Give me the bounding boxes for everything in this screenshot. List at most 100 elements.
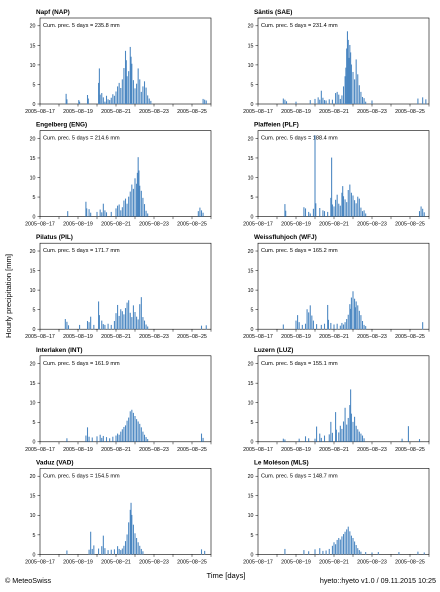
- precip-bar: [98, 548, 100, 555]
- precip-bar: [117, 86, 119, 104]
- precip-bar: [142, 551, 144, 555]
- precip-bar: [139, 545, 141, 555]
- precip-bar: [131, 184, 133, 217]
- precip-bar: [365, 326, 367, 330]
- precip-bar: [360, 91, 362, 104]
- x-tick-label: 2005−08−21: [101, 447, 131, 453]
- precip-bar: [118, 315, 120, 330]
- y-tick-label: 20: [30, 474, 36, 480]
- precip-bar: [360, 551, 362, 555]
- precip-bar: [140, 548, 142, 555]
- precip-bar: [327, 211, 329, 217]
- precip-bar: [349, 405, 351, 442]
- precip-bar: [336, 91, 338, 104]
- precip-bar: [338, 94, 340, 104]
- precip-bar: [120, 431, 122, 442]
- precip-bar: [336, 539, 338, 555]
- precip-bar: [346, 424, 348, 442]
- y-tick-label: 5: [251, 195, 254, 201]
- precip-bar: [328, 99, 330, 104]
- precip-bar: [330, 421, 332, 442]
- precip-bar: [145, 324, 147, 330]
- panel-9: Le Moléson (MLS) Cum. prec. 5 days = 148.…: [243, 459, 430, 565]
- y-tick-label: 20: [248, 474, 254, 480]
- precip-bar: [339, 205, 341, 217]
- precip-bar: [120, 309, 122, 330]
- precip-bar: [129, 46, 131, 104]
- precip-bar: [336, 194, 338, 217]
- precip-bar: [134, 533, 136, 555]
- precip-bar: [316, 324, 318, 330]
- precip-bar: [137, 157, 139, 217]
- precip-bar: [200, 325, 203, 330]
- precip-bar: [113, 320, 115, 330]
- precip-bar: [88, 322, 90, 330]
- precip-bar: [327, 304, 329, 330]
- precip-bar: [301, 324, 303, 330]
- precip-bar: [107, 550, 109, 555]
- precip-bar: [121, 79, 123, 104]
- footer-version: hyeto::hyeto v1.0 / 09.11.2015 10:25: [320, 576, 436, 585]
- precip-bar: [295, 101, 297, 104]
- precip-bar: [346, 48, 348, 104]
- y-tick-label: 0: [251, 215, 254, 221]
- precip-bar: [120, 87, 122, 104]
- precip-bar: [113, 95, 115, 104]
- x-tick-label: 2005−08−23: [139, 222, 169, 228]
- precip-bar: [358, 431, 360, 442]
- precip-bar: [125, 60, 127, 104]
- precip-bar: [139, 423, 141, 442]
- y-tick-label: 15: [30, 156, 36, 162]
- x-tick-label: 2005−08−21: [319, 447, 349, 453]
- precip-bar: [347, 526, 349, 555]
- precip-bar: [101, 320, 103, 330]
- precip-bar: [109, 100, 111, 104]
- precip-bar: [338, 537, 340, 555]
- precip-bar: [347, 314, 349, 330]
- precip-bar: [128, 522, 130, 555]
- precip-bar: [124, 308, 127, 330]
- cumulative-annotation: Cum. prec. 5 days = 154.5 mm: [43, 473, 120, 479]
- precip-bar: [136, 183, 138, 217]
- precip-bar: [312, 320, 314, 330]
- cumulative-annotation: Cum. prec. 5 days = 231.4 mm: [261, 23, 338, 29]
- precip-bar: [331, 99, 333, 104]
- precip-bar: [132, 305, 134, 330]
- precip-bar: [357, 429, 359, 442]
- precip-bar: [130, 56, 132, 104]
- precip-bar: [98, 68, 100, 104]
- x-tick-label: 2005−08−17: [243, 447, 273, 453]
- panel-0: Napf (NAP) Cum. prec. 5 days = 235.8 mm 0 5…: [25, 9, 212, 115]
- precip-bar: [341, 322, 343, 330]
- y-tick-label: 20: [30, 24, 36, 30]
- precip-bar: [348, 57, 350, 104]
- precip-bar: [339, 539, 341, 555]
- precip-bar: [139, 185, 141, 217]
- precip-bar: [131, 63, 133, 104]
- panel-title: Weissfluhjoch (WFJ): [254, 234, 317, 241]
- precip-bar: [423, 212, 425, 217]
- y-tick-label: 0: [251, 440, 254, 446]
- precip-bar: [197, 211, 199, 217]
- precip-bar: [314, 438, 316, 442]
- precip-bar: [344, 76, 346, 104]
- precip-bar: [129, 509, 131, 555]
- precip-bar: [200, 433, 203, 442]
- precip-bar: [323, 211, 326, 217]
- precip-bar: [304, 208, 307, 217]
- precip-bar: [136, 537, 138, 555]
- precip-bar: [67, 211, 69, 217]
- precip-bar: [360, 207, 362, 217]
- cumulative-annotation: Cum. prec. 5 days = 171.7 mm: [43, 248, 120, 254]
- precip-bar: [350, 52, 352, 104]
- panel-title: Luzern (LUZ): [254, 347, 293, 354]
- precip-bar: [350, 308, 352, 330]
- precip-bar: [350, 192, 352, 217]
- precip-bar: [139, 79, 141, 104]
- x-axis-label: Time [days]: [207, 571, 246, 580]
- y-tick-label: 10: [248, 513, 254, 519]
- precip-bar: [358, 550, 360, 555]
- x-tick-label: 2005−08−17: [25, 334, 55, 340]
- precip-bar: [331, 157, 333, 217]
- precip-bar: [349, 531, 351, 555]
